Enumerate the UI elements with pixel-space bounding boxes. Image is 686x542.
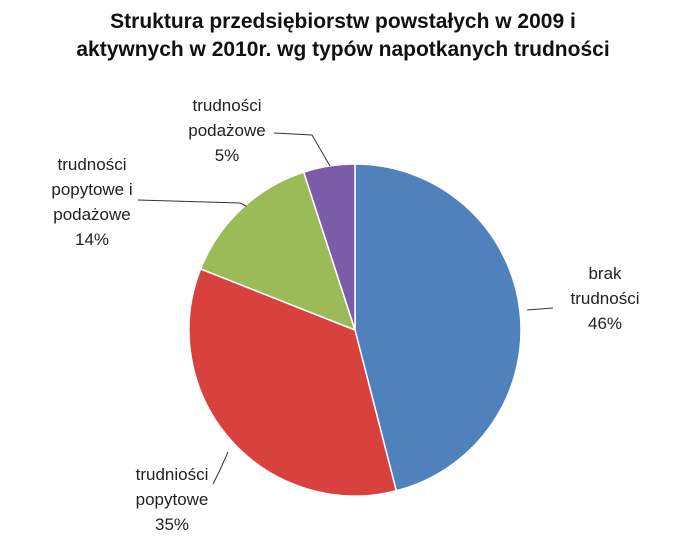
- pie-slice: [354, 163, 522, 492]
- data-label: brak trudności 46%: [565, 261, 645, 336]
- leader-line: [212, 451, 229, 485]
- category-label: trudności podażowe: [188, 96, 266, 140]
- category-label: brak trudności: [570, 264, 640, 308]
- pie-slice: [188, 267, 398, 497]
- pie-slice: [302, 163, 356, 331]
- category-label: trudności popytowe i podażowe: [51, 155, 133, 224]
- leader-line: [137, 199, 247, 207]
- category-label: trudniości popytowe: [135, 465, 209, 509]
- data-label: trudniości popytowe 35%: [117, 462, 227, 537]
- value-label: 46%: [587, 314, 623, 333]
- data-label: trudności popytowe i podażowe 14%: [37, 152, 147, 252]
- value-label: 5%: [214, 146, 240, 165]
- value-label: 14%: [74, 230, 110, 249]
- leader-line: [273, 132, 331, 167]
- leader-line: [526, 307, 554, 311]
- data-label: trudności podażowe 5%: [172, 93, 282, 168]
- value-label: 35%: [154, 515, 190, 534]
- chart-title: Struktura przedsiębiorstw powstałych w 2…: [76, 10, 610, 61]
- leader-lines: [137, 132, 554, 485]
